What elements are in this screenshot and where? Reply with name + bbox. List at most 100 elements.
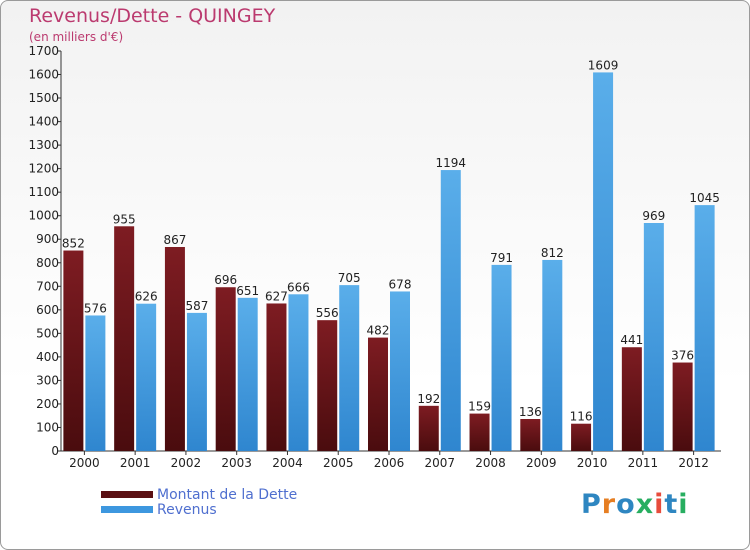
value-label-debt: 852 (62, 237, 85, 251)
x-tick-label: 2001 (120, 456, 151, 470)
y-tick-label: 1500 (28, 91, 59, 105)
bar-revenue (186, 312, 207, 451)
x-tick-label: 2009 (526, 456, 557, 470)
legend-swatch-revenue (101, 506, 153, 513)
bar-revenue (491, 264, 512, 451)
bar-debt (571, 423, 592, 451)
x-tick-label: 2011 (628, 456, 659, 470)
legend-item-debt: Montant de la Dette (101, 486, 298, 503)
bar-revenue (390, 291, 410, 451)
value-label-revenue: 626 (135, 290, 158, 304)
value-label-revenue: 812 (541, 246, 564, 260)
bar-revenue (440, 170, 461, 451)
y-tick-label: 200 (36, 397, 59, 411)
legend-label-revenue: Revenus (157, 501, 217, 518)
bar-debt (368, 337, 388, 451)
bar-revenue (85, 315, 106, 451)
chart-subtitle: (en milliers d'€) (29, 30, 124, 44)
logo-letter: i (654, 489, 665, 520)
logo-letter: P (581, 489, 602, 520)
bar-debt (317, 320, 338, 451)
bar-debt (63, 250, 84, 451)
y-tick-label: 1000 (28, 209, 59, 223)
y-tick-label: 1700 (28, 44, 59, 58)
bar-revenue (542, 259, 563, 451)
x-tick-label: 2004 (272, 456, 303, 470)
value-label-revenue: 587 (185, 299, 208, 313)
value-label-debt: 696 (214, 273, 237, 287)
value-label-revenue: 1609 (588, 58, 619, 72)
value-label-debt: 556 (316, 306, 339, 320)
legend-label-debt: Montant de la Dette (157, 486, 298, 503)
legend-item-revenue: Revenus (101, 501, 297, 518)
logo-letter: r (601, 489, 617, 520)
x-tick-label: 2010 (577, 456, 608, 470)
value-label-revenue: 791 (490, 251, 513, 265)
value-label-debt: 136 (519, 405, 542, 419)
value-label-debt: 441 (620, 333, 643, 347)
value-label-debt: 159 (468, 400, 491, 414)
proxiti-logo: Proxiti (581, 489, 689, 520)
value-label-debt: 376 (671, 349, 694, 363)
bar-debt (469, 413, 490, 451)
y-tick-label: 1300 (28, 138, 59, 152)
bar-revenue (136, 303, 157, 451)
bar-revenue (339, 285, 360, 451)
x-tick-label: 2005 (323, 456, 354, 470)
x-tick-label: 2002 (171, 456, 202, 470)
value-label-revenue: 651 (236, 284, 259, 298)
y-tick-label: 1600 (28, 68, 59, 82)
value-label-revenue: 1045 (689, 191, 720, 205)
logo-letter: t (664, 489, 679, 520)
y-tick-label: 600 (36, 303, 59, 317)
bar-debt (114, 226, 135, 451)
bar-debt (520, 419, 541, 451)
x-tick-label: 2007 (424, 456, 455, 470)
y-tick-label: 300 (36, 373, 59, 387)
bar-debt (164, 247, 185, 451)
y-tick-label: 100 (36, 420, 59, 434)
value-label-debt: 627 (265, 289, 288, 303)
bar-debt (215, 287, 236, 451)
chart-title: Revenus/Dette - QUINGEY (29, 5, 276, 27)
bar-debt (621, 347, 642, 451)
value-label-debt: 192 (417, 392, 440, 406)
bar-debt (418, 405, 439, 451)
value-label-revenue: 705 (338, 271, 361, 285)
bar-revenue (237, 297, 258, 451)
logo-letter: x (635, 489, 655, 520)
value-label-revenue: 969 (642, 209, 665, 223)
value-label-revenue: 576 (84, 301, 107, 315)
bar-revenue (643, 223, 664, 451)
y-tick-label: 1100 (28, 185, 59, 199)
y-tick-label: 900 (36, 232, 59, 246)
x-tick-label: 2006 (374, 456, 405, 470)
value-label-debt: 867 (163, 233, 186, 247)
y-tick-label: 1200 (28, 162, 59, 176)
y-tick-label: 0 (51, 444, 59, 458)
y-tick-label: 1400 (28, 115, 59, 129)
y-tick-label: 700 (36, 279, 59, 293)
value-label-debt: 955 (113, 212, 136, 226)
bar-revenue (288, 294, 309, 451)
x-tick-label: 2008 (475, 456, 506, 470)
logo-letter: o (616, 489, 636, 520)
value-label-debt: 116 (570, 410, 593, 424)
legend: Montant de la Dette Revenus (101, 486, 298, 518)
bar-revenue (694, 205, 715, 451)
value-label-revenue: 678 (389, 277, 412, 291)
legend-swatch-debt (101, 491, 153, 498)
y-tick-label: 500 (36, 326, 59, 340)
y-tick-label: 800 (36, 256, 59, 270)
bar-debt (266, 303, 287, 451)
logo-letter: i (678, 489, 689, 520)
value-label-debt: 482 (367, 324, 390, 338)
value-label-revenue: 666 (287, 280, 310, 294)
value-label-revenue: 1194 (435, 156, 466, 170)
bar-debt (672, 362, 693, 451)
x-tick-label: 2003 (221, 456, 252, 470)
x-tick-label: 2000 (69, 456, 100, 470)
y-tick-label: 400 (36, 350, 59, 364)
